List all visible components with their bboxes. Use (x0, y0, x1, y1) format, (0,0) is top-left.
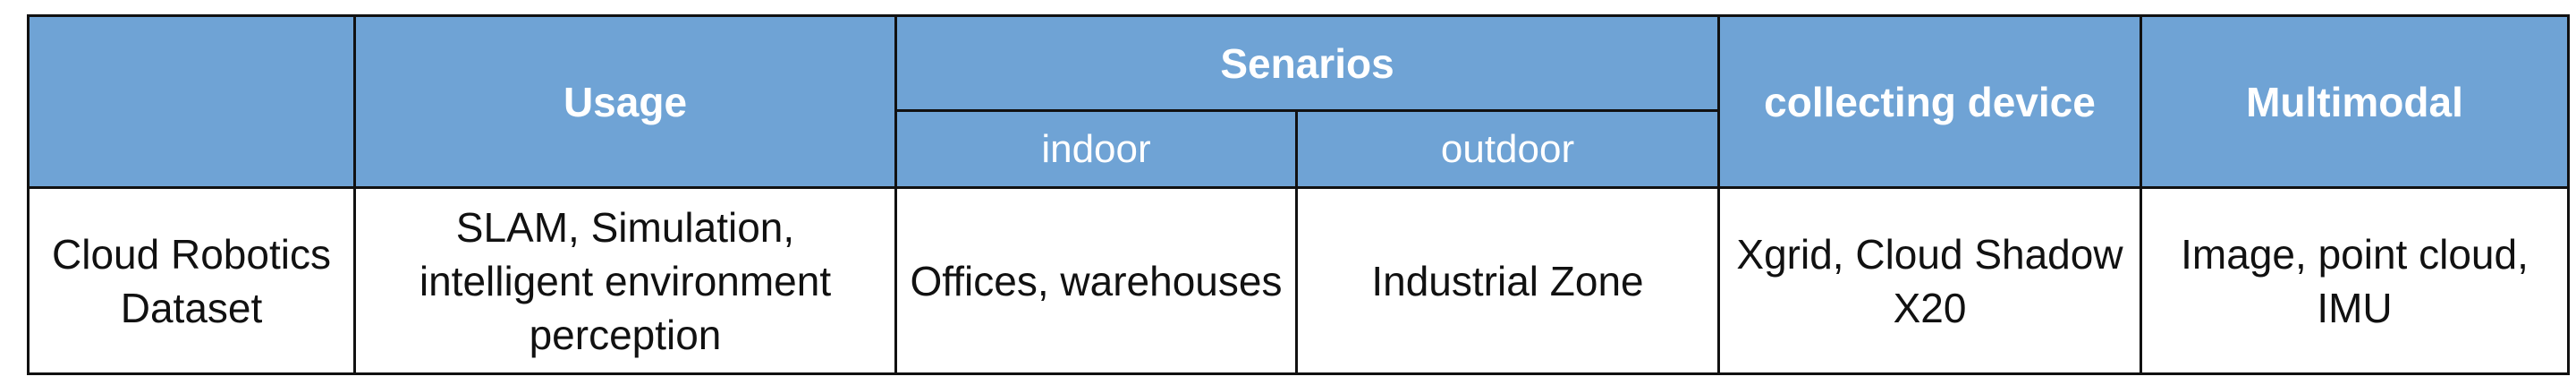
header-collecting-device: collecting device (1717, 14, 2142, 189)
table-body: Cloud Robotics Dataset SLAM, Simulation,… (27, 186, 2570, 375)
header-dataset-blank (27, 14, 356, 189)
cell-dataset-name: Cloud Robotics Dataset (27, 186, 356, 375)
dataset-table-container: Usage Senarios collecting device Multimo… (27, 14, 2570, 375)
header-multimodal: Multimodal (2140, 14, 2570, 189)
cell-usage: SLAM, Simulation, intelligent environmen… (353, 186, 897, 375)
header-indoor: indoor (894, 109, 1298, 189)
header-outdoor: outdoor (1295, 109, 1720, 189)
cell-indoor: Offices, warehouses (894, 186, 1298, 375)
header-usage: Usage (353, 14, 897, 189)
header-row-sub: indoor outdoor (29, 109, 2569, 189)
cell-multimodal: Image, point cloud, IMU (2140, 186, 2570, 375)
cell-outdoor: Industrial Zone (1295, 186, 1720, 375)
table-header: Usage Senarios collecting device Multimo… (27, 14, 2570, 189)
table-row: Cloud Robotics Dataset SLAM, Simulation,… (27, 186, 2570, 375)
header-scenarios: Senarios (894, 14, 1720, 112)
cell-collecting-device: Xgrid, Cloud Shadow X20 (1717, 186, 2142, 375)
header-row-main: Usage Senarios collecting device Multimo… (27, 14, 2570, 189)
dataset-comparison-table: Usage Senarios collecting device Multimo… (27, 14, 2570, 375)
